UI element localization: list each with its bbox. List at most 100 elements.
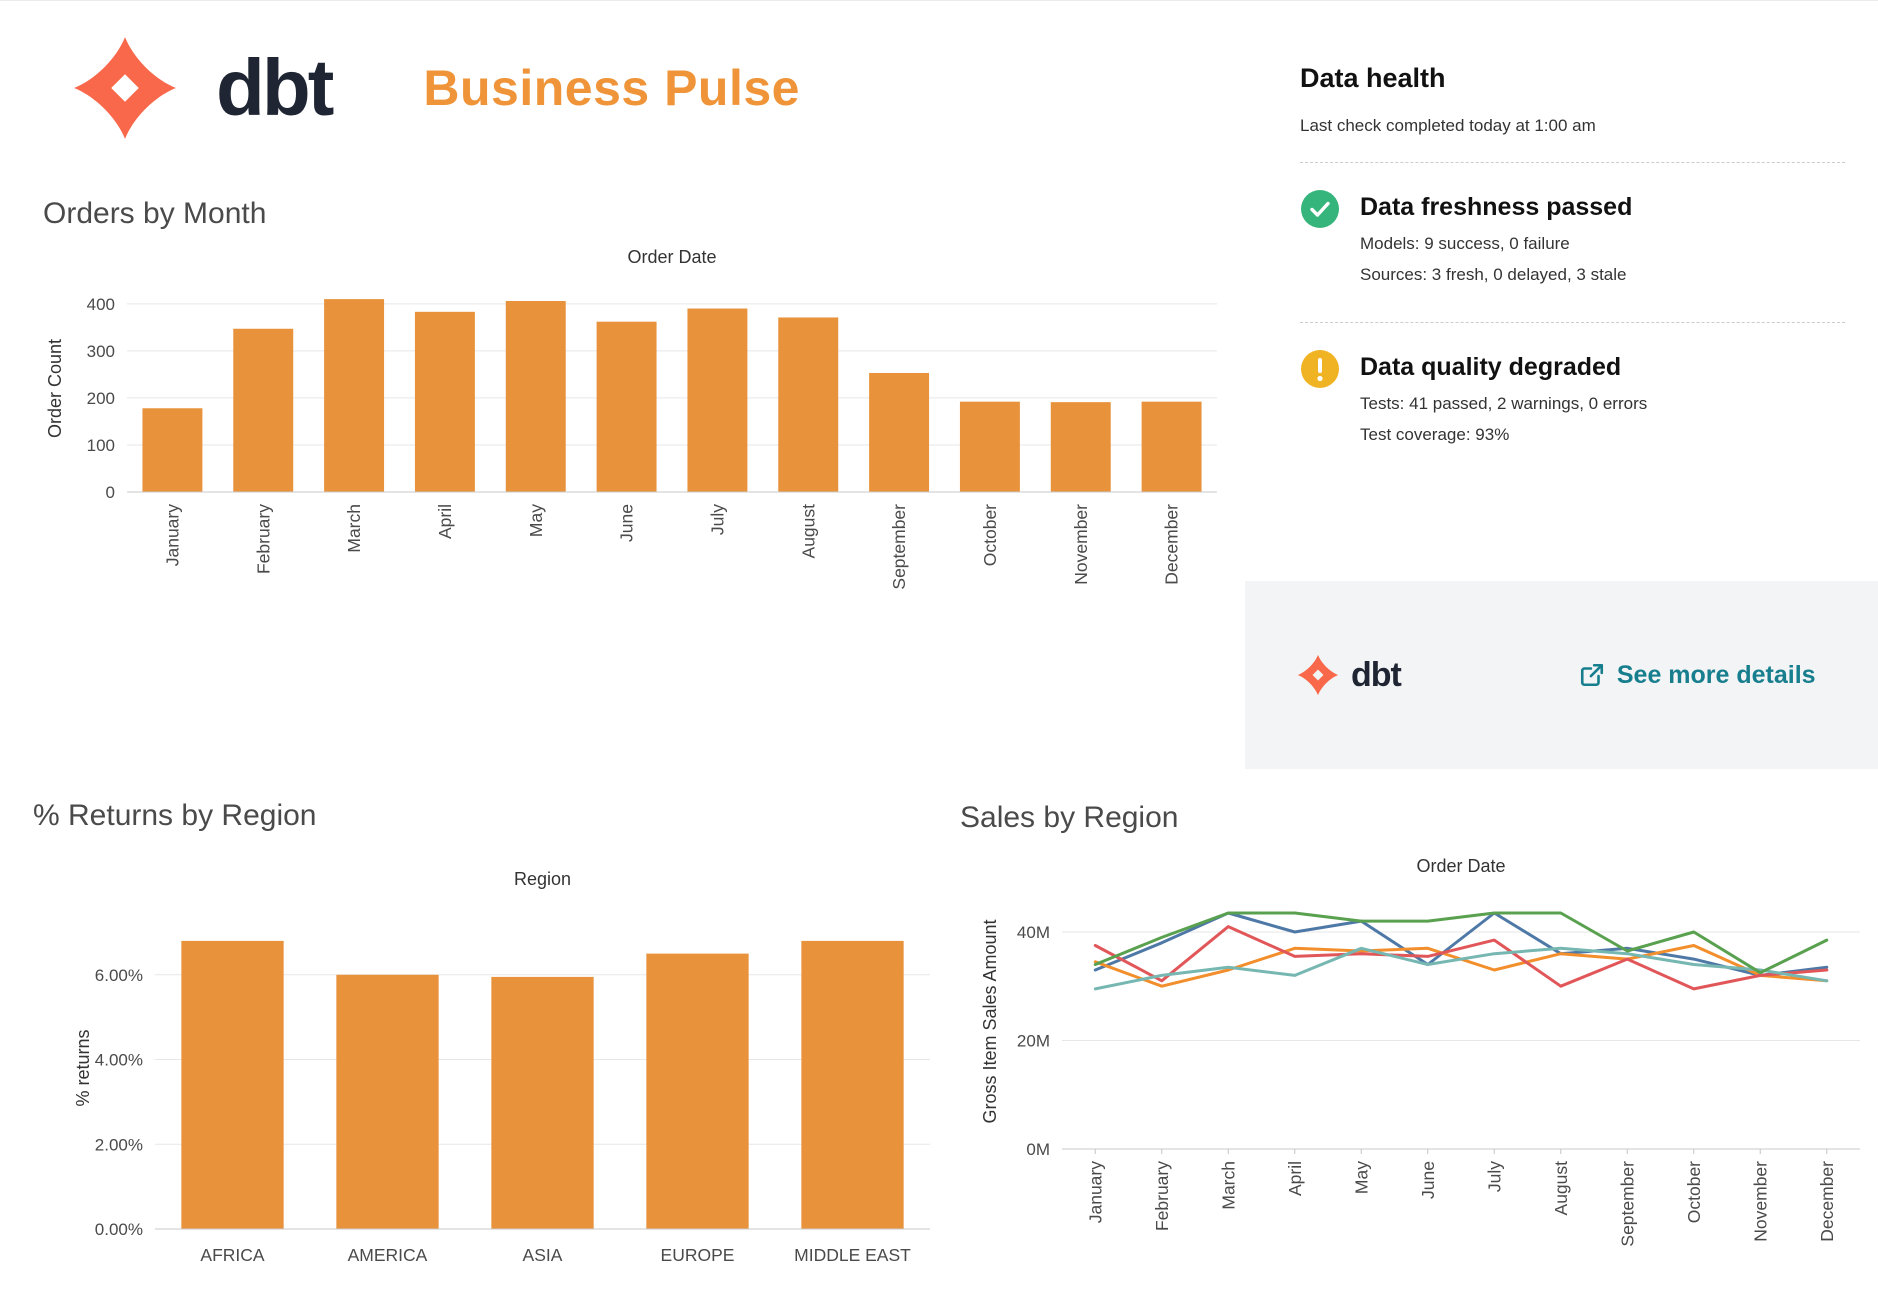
- y-tick-label: 4.00%: [95, 1051, 143, 1070]
- warning-icon: [1301, 350, 1339, 388]
- data-health-footer: dbt See more details: [1245, 581, 1878, 769]
- dbt-logo-icon: [74, 37, 176, 139]
- dashboard-title: Business Pulse: [423, 60, 800, 116]
- x-tick-label: January: [1085, 1161, 1105, 1224]
- bar-february[interactable]: [233, 328, 294, 492]
- y-tick-label: 0M: [1026, 1140, 1050, 1159]
- bar-america[interactable]: [336, 974, 439, 1229]
- sales-by-region-section: Sales by Region Order Date Gross Item Sal…: [952, 801, 1872, 1299]
- line-series-teal[interactable]: [1093, 946, 1829, 991]
- y-tick-label: 300: [87, 342, 115, 361]
- freshness-title: Data freshness passed: [1360, 193, 1633, 221]
- divider: [1300, 162, 1845, 163]
- last-check-text: Last check completed today at 1:00 am: [1300, 116, 1596, 135]
- y-axis-label: % returns: [73, 1029, 93, 1106]
- bar-europe[interactable]: [646, 953, 749, 1229]
- bar-march[interactable]: [324, 299, 385, 492]
- header: dbt Business Pulse: [72, 35, 800, 141]
- sales-chart-title: Sales by Region: [960, 801, 1179, 834]
- x-tick-label: May: [1351, 1161, 1371, 1194]
- x-tick-label: October: [1684, 1161, 1704, 1223]
- x-tick-label: May: [526, 504, 546, 537]
- quality-status-item: Data quality degraded Tests: 41 passed, …: [1300, 349, 1845, 456]
- y-tick-label: 0.00%: [95, 1220, 143, 1239]
- x-tick-label: March: [1218, 1161, 1238, 1210]
- x-tick-label: February: [1152, 1161, 1172, 1231]
- data-health-panel: Data health Last check completed today a…: [1300, 63, 1845, 482]
- see-more-details-link[interactable]: See more details: [1579, 661, 1816, 690]
- y-tick-label: 400: [87, 295, 115, 314]
- bar-asia[interactable]: [491, 976, 594, 1229]
- x-tick-label: AFRICA: [200, 1245, 265, 1265]
- data-health-title: Data health: [1300, 63, 1446, 93]
- orders-by-month-chart[interactable]: Order Date Order Count 0 100 200 300 400 Januar…: [35, 235, 1225, 762]
- x-tick-label: July: [1484, 1161, 1504, 1192]
- orders-chart-title: Orders by Month: [43, 197, 267, 230]
- line-series-red[interactable]: [1093, 925, 1829, 991]
- pane-title: Region: [514, 869, 571, 889]
- y-tick-label: 40M: [1017, 923, 1050, 942]
- bar-africa[interactable]: [181, 940, 284, 1229]
- dbt-wordmark-small: dbt: [1351, 655, 1402, 694]
- y-axis-label: Order Count: [45, 339, 65, 438]
- bar-middle-east[interactable]: [801, 940, 904, 1229]
- y-tick-label: 100: [87, 436, 115, 455]
- x-tick-label: December: [1817, 1161, 1837, 1242]
- freshness-status-item: Data freshness passed Models: 9 success,…: [1300, 189, 1845, 296]
- orders-by-month-section: Orders by Month Order Date Order Count 0 10…: [35, 197, 1225, 762]
- line-series-green[interactable]: [1093, 911, 1829, 975]
- bar-december[interactable]: [1141, 401, 1202, 492]
- bar-july[interactable]: [687, 308, 748, 492]
- x-tick-label: November: [1750, 1161, 1770, 1242]
- x-tick-label: February: [253, 504, 273, 574]
- x-tick-label: June: [1418, 1161, 1438, 1199]
- freshness-models: Models: 9 success, 0 failure: [1360, 234, 1570, 253]
- x-tick-label: MIDDLE EAST: [794, 1245, 911, 1265]
- divider: [1300, 322, 1845, 323]
- y-tick-label: 200: [87, 389, 115, 408]
- bar-june[interactable]: [596, 321, 657, 492]
- see-more-details-label: See more details: [1616, 660, 1816, 689]
- y-axis-label: Gross Item Sales Amount: [980, 919, 1000, 1123]
- bar-september[interactable]: [869, 372, 930, 492]
- bar-may[interactable]: [505, 300, 566, 492]
- dbt-logo-icon-small: [1297, 654, 1339, 696]
- bar-october[interactable]: [959, 401, 1020, 492]
- x-tick-label: EUROPE: [661, 1245, 735, 1265]
- x-tick-label: March: [344, 504, 364, 553]
- x-tick-label: September: [1617, 1161, 1637, 1247]
- x-tick-label: October: [980, 504, 1000, 566]
- sales-by-region-chart[interactable]: Order Date Gross Item Sales Amount 0M 20M 40…: [952, 839, 1872, 1299]
- bar-november[interactable]: [1050, 402, 1111, 492]
- x-tick-label: November: [1071, 504, 1091, 585]
- quality-coverage: Test coverage: 93%: [1360, 425, 1510, 444]
- x-tick-label: April: [1285, 1161, 1305, 1196]
- y-tick-label: 0: [106, 483, 115, 502]
- returns-by-region-section: % Returns by Region Region % returns 0.00%…: [25, 799, 940, 1289]
- x-tick-label: July: [707, 504, 727, 535]
- x-tick-label: June: [617, 504, 637, 542]
- quality-tests: Tests: 41 passed, 2 warnings, 0 errors: [1360, 394, 1648, 413]
- y-tick-label: 6.00%: [95, 966, 143, 985]
- external-link-icon: [1580, 663, 1603, 687]
- pane-title: Order Date: [627, 247, 716, 267]
- x-tick-label: December: [1162, 504, 1182, 585]
- quality-title: Data quality degraded: [1360, 353, 1622, 381]
- bar-august[interactable]: [778, 317, 839, 492]
- returns-by-region-chart[interactable]: Region % returns 0.00% 2.00% 4.00% 6.00% AFRIC…: [25, 837, 940, 1289]
- freshness-sources: Sources: 3 fresh, 0 delayed, 3 stale: [1360, 265, 1627, 284]
- y-tick-label: 20M: [1017, 1031, 1050, 1050]
- x-tick-label: September: [889, 504, 909, 590]
- y-tick-label: 2.00%: [95, 1135, 143, 1154]
- bar-april[interactable]: [414, 311, 475, 492]
- x-tick-label: January: [162, 504, 182, 567]
- dbt-wordmark: dbt: [216, 43, 334, 132]
- x-tick-label: ASIA: [523, 1245, 563, 1265]
- x-tick-label: August: [798, 504, 818, 559]
- x-tick-label: August: [1551, 1161, 1571, 1216]
- bar-january[interactable]: [142, 408, 203, 492]
- returns-chart-title: % Returns by Region: [33, 799, 317, 832]
- pane-title: Order Date: [1416, 856, 1505, 876]
- success-check-icon: [1301, 190, 1339, 228]
- x-tick-label: AMERICA: [348, 1245, 428, 1265]
